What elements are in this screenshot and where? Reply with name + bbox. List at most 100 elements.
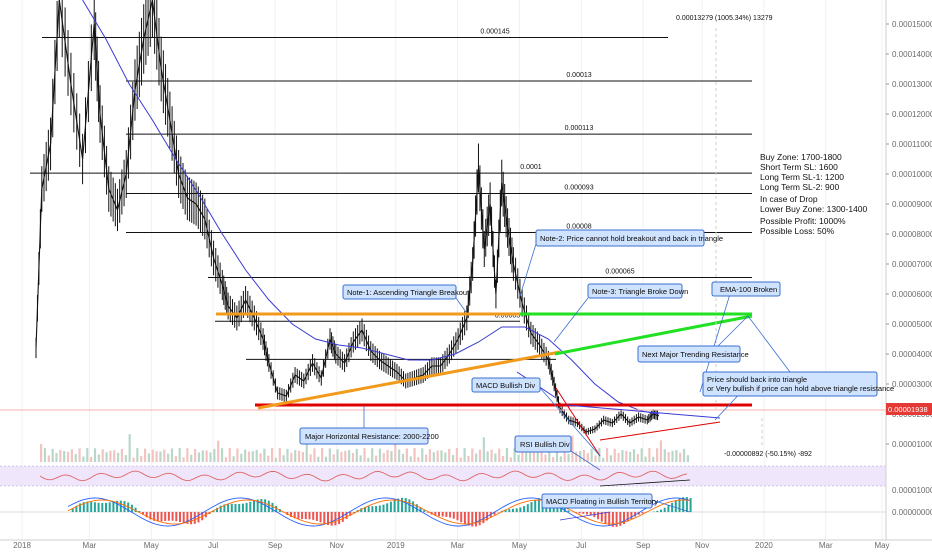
- rsi-div-text: RSI Bullish Div: [520, 440, 570, 449]
- rsi-band: [0, 466, 886, 486]
- volume-bar: [460, 457, 462, 462]
- volume-bar: [190, 455, 192, 462]
- volume-bar: [537, 452, 539, 462]
- y-tick-label: 0.00001000: [892, 440, 932, 449]
- macd-histogram-bar: [438, 512, 440, 516]
- macd-histogram-bar: [105, 503, 107, 512]
- macd-histogram-bar: [523, 506, 525, 512]
- macd-histogram-bar: [597, 512, 599, 519]
- x-tick-label: Mar: [451, 541, 465, 550]
- volume-bar: [256, 450, 258, 462]
- macd-histogram-bar: [172, 512, 174, 521]
- volume-bar: [275, 458, 277, 462]
- volume-bar: [490, 450, 492, 462]
- y-tick-label: 0.00008000: [892, 230, 932, 239]
- volume-bar: [144, 449, 146, 462]
- volume-bar: [125, 455, 127, 462]
- volume-bar: [552, 457, 554, 462]
- macd-histogram-bar: [161, 512, 163, 521]
- macd-histogram-bar: [401, 498, 403, 512]
- volume-bar: [614, 449, 616, 462]
- volume-bar: [618, 453, 620, 462]
- x-tick-label: Mar: [83, 541, 97, 550]
- fib-label: 0.000093: [564, 185, 593, 192]
- x-tick-label: Mar: [819, 541, 833, 550]
- volume-bar: [179, 448, 181, 462]
- last-price-badge: 0.00001938: [886, 403, 932, 415]
- y-tick-label: 0.00014000: [892, 50, 932, 59]
- volume-bar: [52, 449, 54, 462]
- macd-histogram-bar: [98, 503, 100, 512]
- x-tick-label: Jul: [208, 541, 218, 550]
- volume-bar: [652, 457, 654, 462]
- volume-bar: [102, 449, 104, 462]
- macd-histogram-bar: [309, 512, 311, 519]
- macd-histogram-bar: [453, 512, 455, 519]
- volume-bar: [679, 453, 681, 462]
- trade-plan-line: Short Term SL: 1600: [760, 162, 838, 172]
- volume-bar: [236, 448, 238, 462]
- volume-bar: [298, 451, 300, 462]
- macd-histogram-bar: [460, 512, 462, 522]
- y-tick-label: 0.00015000: [892, 20, 932, 29]
- volume-bar: [668, 452, 670, 462]
- macd-histogram-bar: [242, 504, 244, 512]
- volume-bar: [637, 454, 639, 462]
- macd-histogram-bar: [375, 506, 377, 512]
- note-2-text: Note-2: Price cannot hold breakout and b…: [540, 234, 723, 243]
- y-tick-label: 0.00012000: [892, 110, 932, 119]
- macd-histogram-bar: [664, 508, 666, 512]
- volume-bar: [625, 451, 627, 462]
- volume-bar: [44, 448, 46, 462]
- macd-histogram-bar: [616, 512, 618, 527]
- volume-bar: [452, 455, 454, 462]
- macd-histogram-bar: [320, 512, 322, 522]
- macd-histogram-bar: [457, 512, 459, 520]
- rsi-pane: [0, 466, 886, 486]
- macd-histogram-bar: [124, 501, 126, 512]
- fib-label: 0.00013: [566, 72, 591, 79]
- volume-bar: [129, 434, 131, 462]
- volume-bar: [648, 448, 650, 462]
- volume-bar: [413, 448, 415, 462]
- volume-bar: [587, 453, 589, 462]
- volume-bar: [406, 448, 408, 462]
- volume-bar: [48, 455, 50, 462]
- volume-bar: [525, 453, 527, 462]
- volume-bar: [444, 453, 446, 462]
- fib-label: 0.00008: [566, 224, 591, 231]
- volume-bar: [40, 444, 42, 462]
- volume-bar: [98, 454, 100, 462]
- volume-bar: [467, 456, 469, 462]
- note-1-text: Note-1: Ascending Triangle Breakout: [347, 288, 470, 297]
- macd-histogram-bar: [87, 502, 89, 512]
- volume-bar: [336, 449, 338, 462]
- y-tick-label: 0.00003000: [892, 380, 932, 389]
- macd-histogram-bar: [260, 499, 262, 512]
- fib-label: 0.0001: [520, 164, 542, 171]
- volume-bar: [429, 449, 431, 462]
- volume-bar: [602, 458, 604, 462]
- volume-bar: [317, 457, 319, 462]
- volume-bar: [644, 457, 646, 462]
- volume-bar: [571, 435, 573, 462]
- x-tick-label: 2018: [13, 541, 31, 550]
- macd-histogram-bar: [246, 503, 248, 512]
- volume-bar: [487, 451, 489, 462]
- volume-bar: [606, 448, 608, 462]
- macd-histogram-bar: [238, 504, 240, 512]
- volume-bar: [290, 453, 292, 462]
- last-price-text: 0.00001938: [888, 405, 928, 414]
- volume-bar: [348, 450, 350, 462]
- macd-histogram-bar: [667, 505, 669, 512]
- volume-bar: [383, 453, 385, 462]
- macd-histogram-bar: [512, 509, 514, 512]
- x-tick-label: 2019: [387, 541, 405, 550]
- volume-bar: [310, 454, 312, 462]
- macd-histogram-bar: [442, 512, 444, 517]
- macd-histogram-bar: [690, 498, 692, 512]
- macd-histogram-bar: [527, 504, 529, 512]
- volume-bar: [402, 454, 404, 462]
- volume-bar: [410, 456, 412, 462]
- y-tick-label: 0.00005000: [892, 320, 932, 329]
